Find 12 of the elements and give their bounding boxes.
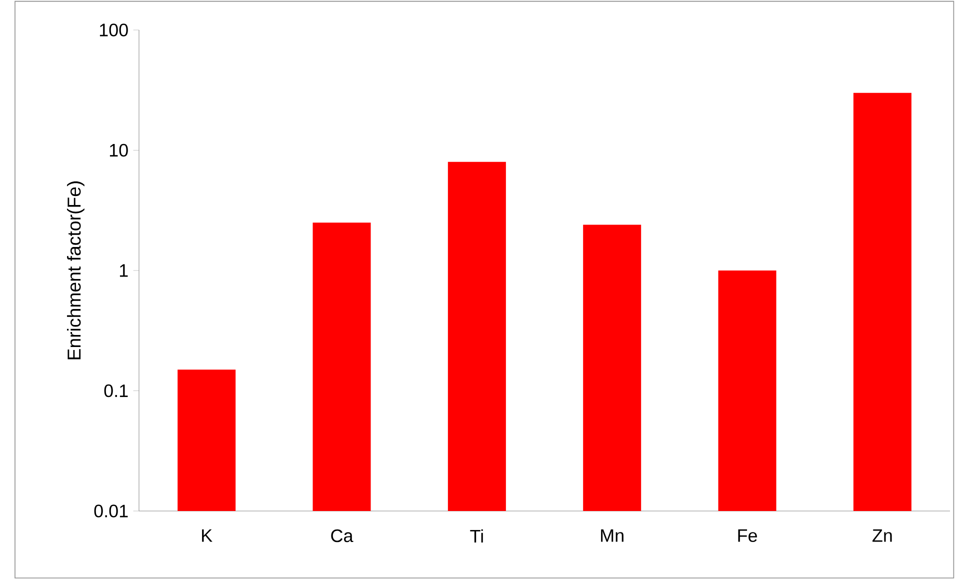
x-tick-label: K (202, 529, 212, 542)
y-tick-label: 100 (100, 24, 128, 36)
y-axis-title: Enrichment factor(Fe) (67, 181, 84, 360)
x-tick-label: Ca (331, 529, 354, 542)
x-tick-label: Fe (738, 529, 757, 542)
x-tick-label: Ti (470, 529, 483, 542)
y-tick-label: 0.1 (104, 384, 128, 398)
x-tick-label: Zn (872, 529, 892, 542)
y-tick-label: 1 (120, 264, 128, 277)
y-tick-label: 0.01 (94, 504, 128, 518)
x-tick-label: Mn (601, 529, 624, 542)
y-tick-label: 10 (110, 144, 128, 157)
